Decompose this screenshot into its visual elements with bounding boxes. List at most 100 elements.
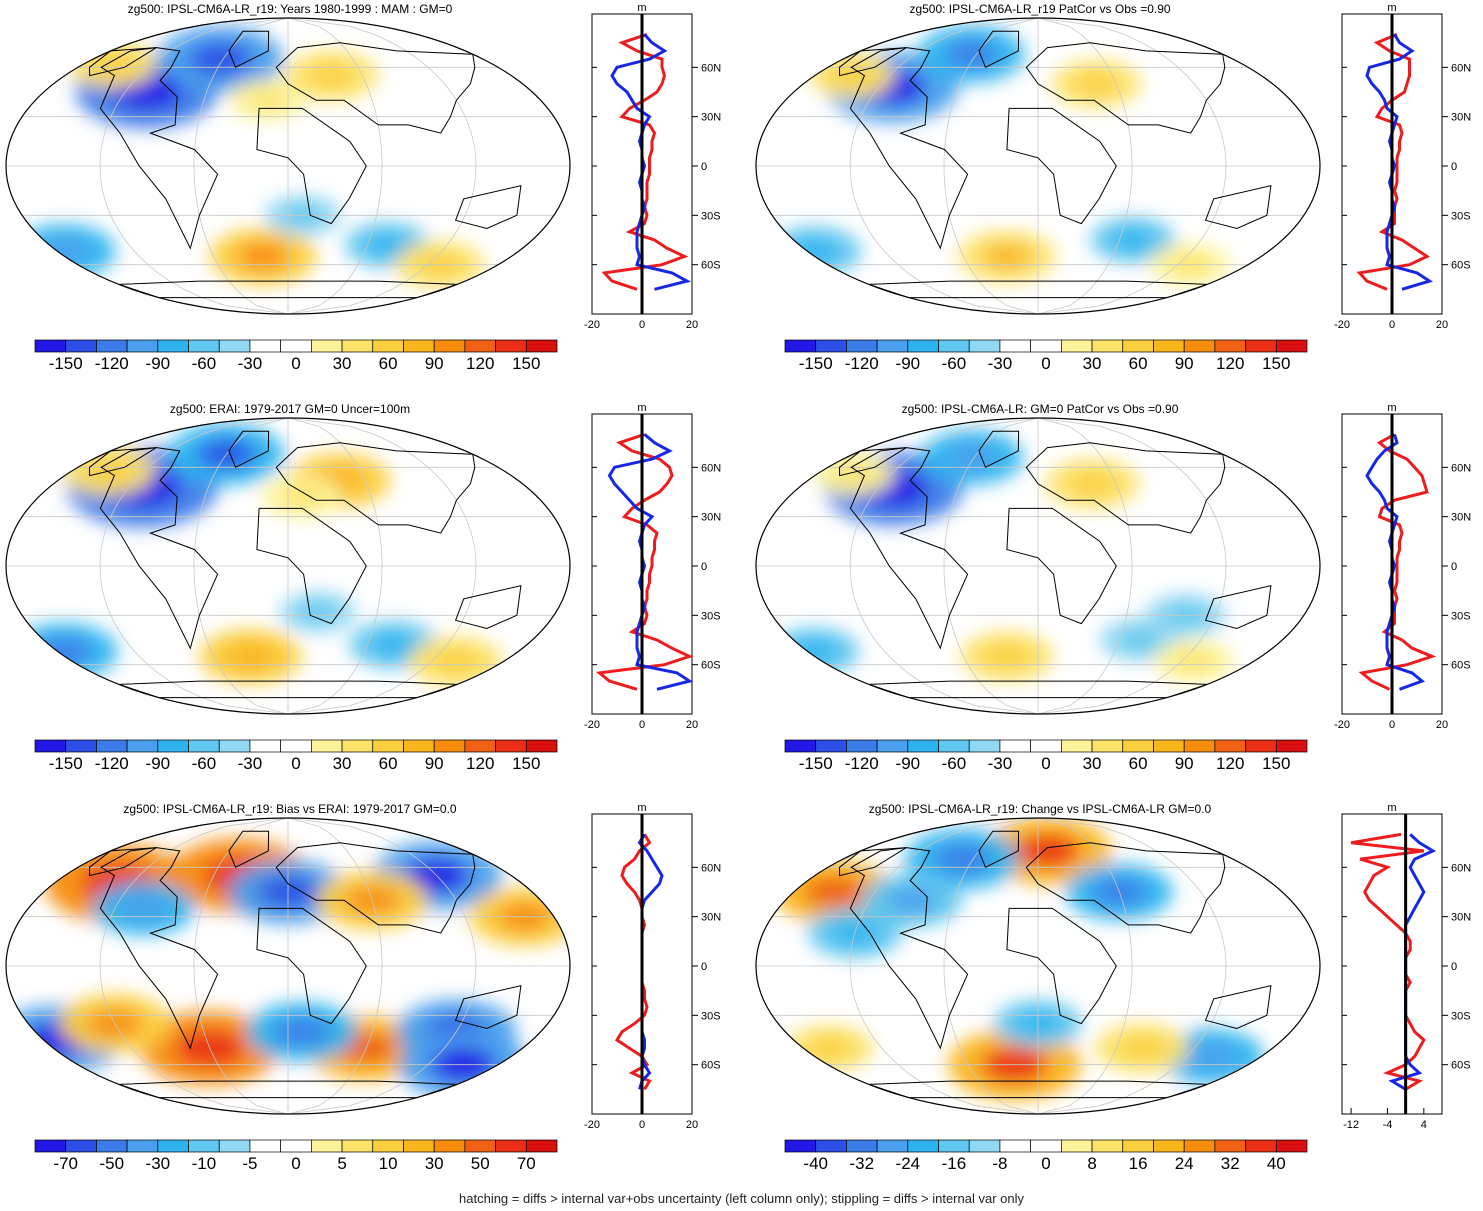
colorbar-label: 60 bbox=[1129, 354, 1148, 373]
anomaly-core bbox=[236, 242, 290, 271]
colorbar-swatch bbox=[968, 1139, 1001, 1153]
profile-xtick-label: 20 bbox=[686, 319, 698, 331]
colorbar-swatch bbox=[846, 339, 878, 353]
colorbar-label: 30 bbox=[1083, 754, 1102, 773]
coastline bbox=[838, 447, 907, 477]
colorbar-swatch bbox=[218, 339, 251, 353]
coastline bbox=[978, 830, 1020, 868]
colorbar-swatch bbox=[280, 739, 312, 753]
coastline bbox=[275, 842, 476, 934]
profile-unit: m bbox=[637, 802, 646, 814]
anomaly-core bbox=[944, 39, 998, 69]
colorbar-swatch bbox=[1091, 339, 1124, 353]
colorbar-swatch bbox=[1061, 339, 1093, 353]
colorbar-swatch bbox=[815, 739, 847, 753]
anomaly-core bbox=[298, 601, 337, 623]
coastline bbox=[118, 1080, 458, 1099]
anomaly-core bbox=[1119, 629, 1160, 651]
profile-line-red bbox=[1358, 433, 1437, 691]
colorbar-label: 90 bbox=[425, 754, 444, 773]
coastline bbox=[454, 985, 522, 1030]
colorbar-label: 0 bbox=[291, 754, 300, 773]
colorbar-swatch bbox=[1153, 739, 1185, 753]
colorbar-label: 150 bbox=[1262, 354, 1290, 373]
colorbar-swatch bbox=[249, 739, 281, 753]
coastline bbox=[849, 47, 969, 250]
graticule-meridian bbox=[193, 418, 289, 714]
panel-4: zg500: IPSL-CM6A-LR: GM=0 PatCor vs Obs … bbox=[755, 402, 1471, 773]
colorbar-swatch bbox=[1183, 739, 1216, 753]
colorbar-swatch bbox=[188, 1139, 220, 1153]
colorbar-label: -5 bbox=[242, 1154, 257, 1173]
colorbar-swatch bbox=[403, 1139, 435, 1153]
anomaly-core bbox=[281, 486, 322, 508]
colorbar-swatch bbox=[525, 739, 558, 753]
colorbar-swatch bbox=[876, 339, 909, 353]
colorbar-label: -10 bbox=[192, 1154, 217, 1173]
colorbar-swatch bbox=[218, 1139, 251, 1153]
panel-3: zg500: ERAI: 1979-2017 GM=0 Uncer=100m m… bbox=[5, 402, 721, 773]
colorbar-label: 90 bbox=[1175, 754, 1194, 773]
colorbar-label: 5 bbox=[337, 1154, 346, 1173]
colorbar-label: -24 bbox=[896, 1154, 921, 1173]
colorbar-swatch bbox=[218, 739, 251, 753]
colorbar-label: -60 bbox=[942, 354, 967, 373]
map-border bbox=[755, 817, 1321, 1115]
graticule-meridian bbox=[287, 418, 477, 714]
colorbar-swatch bbox=[495, 339, 527, 353]
colorbar-label: 120 bbox=[1216, 754, 1244, 773]
profile-line-red bbox=[1356, 33, 1431, 291]
colorbar-label: -150 bbox=[799, 754, 833, 773]
coastline bbox=[256, 107, 367, 225]
coastline bbox=[1006, 907, 1117, 1025]
colorbar-swatch bbox=[784, 339, 817, 353]
graticule-meridian bbox=[943, 418, 1039, 714]
map-plot bbox=[5, 17, 571, 315]
colorbar-swatch bbox=[907, 339, 939, 353]
coastline bbox=[1006, 507, 1117, 625]
coastline bbox=[1025, 842, 1226, 934]
colorbar-label: -60 bbox=[192, 354, 217, 373]
colorbar-label: -150 bbox=[49, 354, 83, 373]
colorbar: -150 -120 -90 -60 -30 0 30 60 90 120 150 bbox=[34, 339, 558, 373]
graticule-meridian bbox=[287, 18, 383, 314]
colorbar-swatch bbox=[1245, 739, 1277, 753]
coastline bbox=[838, 47, 907, 77]
zonal-profile-plot: m 60N 30N 0 30S 60S -20 0 20 bbox=[584, 2, 721, 331]
colorbar-swatch bbox=[65, 739, 97, 753]
profile-ytick-label: 60N bbox=[701, 862, 721, 874]
anomaly-core bbox=[1016, 834, 1080, 868]
map-plot bbox=[755, 17, 1321, 315]
colorbar-label: -30 bbox=[988, 354, 1013, 373]
colorbar-swatch bbox=[1214, 739, 1246, 753]
colorbar-swatch bbox=[815, 1139, 847, 1153]
colorbar-label: 50 bbox=[471, 1154, 490, 1173]
anomaly-core bbox=[1185, 1042, 1238, 1071]
anomaly-core bbox=[1173, 650, 1214, 673]
colorbar-swatch bbox=[1030, 739, 1062, 753]
colorbar-label: -16 bbox=[942, 1154, 967, 1173]
profile-ytick-label: 30S bbox=[1451, 610, 1471, 622]
profile-xtick-label: -20 bbox=[584, 319, 600, 331]
anomaly-core bbox=[1074, 71, 1119, 96]
profile-xtick-label: -20 bbox=[584, 1119, 600, 1131]
panel-title: zg500: IPSL-CM6A-LR_r19 PatCor vs Obs =0… bbox=[909, 2, 1170, 16]
colorbar-swatch bbox=[495, 1139, 527, 1153]
coastline bbox=[228, 430, 270, 468]
colorbar-swatch bbox=[1214, 1139, 1246, 1153]
profile-ytick-label: 30S bbox=[1451, 210, 1471, 222]
colorbar-swatch bbox=[249, 339, 281, 353]
map-plot bbox=[755, 817, 1321, 1115]
colorbar-label: -8 bbox=[992, 1154, 1007, 1173]
profile-ytick-label: 60S bbox=[1451, 260, 1471, 272]
anomaly-core bbox=[274, 1017, 330, 1047]
graticule-meridian bbox=[287, 818, 477, 1114]
colorbar-label: 120 bbox=[466, 754, 494, 773]
profile-ytick-label: 30N bbox=[701, 912, 721, 924]
coastline bbox=[838, 847, 907, 877]
colorbar-swatch bbox=[1275, 1139, 1308, 1153]
colorbar-label: -120 bbox=[845, 354, 879, 373]
anomaly-core bbox=[886, 886, 937, 914]
graticule-meridian bbox=[99, 18, 289, 314]
colorbar-swatch bbox=[96, 1139, 128, 1153]
